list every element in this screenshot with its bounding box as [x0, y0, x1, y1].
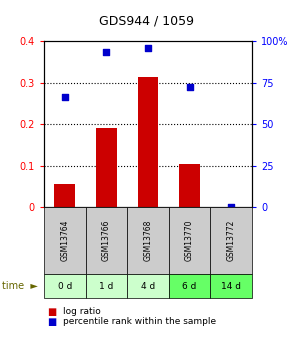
Bar	[54, 184, 75, 207]
Text: GSM13764: GSM13764	[60, 220, 69, 262]
Text: GSM13768: GSM13768	[144, 220, 152, 261]
Text: ■: ■	[47, 317, 56, 327]
Text: 4 d: 4 d	[141, 282, 155, 290]
Point	[229, 204, 234, 210]
Text: percentile rank within the sample: percentile rank within the sample	[63, 317, 216, 326]
Point	[104, 49, 109, 55]
Text: GDS944 / 1059: GDS944 / 1059	[99, 14, 194, 27]
Text: 6 d: 6 d	[182, 282, 197, 290]
Text: ■: ■	[47, 307, 56, 316]
Point	[62, 95, 67, 100]
Text: 14 d: 14 d	[221, 282, 241, 290]
Point	[187, 84, 192, 90]
Text: GSM13772: GSM13772	[227, 220, 236, 261]
Text: GSM13766: GSM13766	[102, 220, 111, 262]
Bar	[179, 164, 200, 207]
Bar	[138, 77, 158, 207]
Text: log ratio: log ratio	[63, 307, 101, 316]
Text: GSM13770: GSM13770	[185, 220, 194, 262]
Text: time  ►: time ►	[2, 281, 38, 291]
Bar	[96, 128, 117, 207]
Point	[146, 45, 150, 50]
Text: 1 d: 1 d	[99, 282, 114, 290]
Text: 0 d: 0 d	[57, 282, 72, 290]
